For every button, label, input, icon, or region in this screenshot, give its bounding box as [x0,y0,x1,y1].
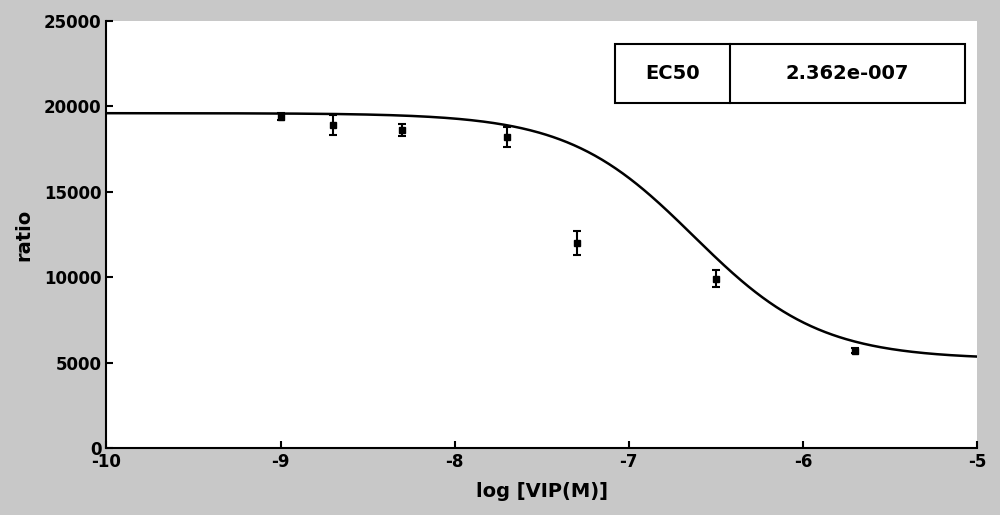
X-axis label: log [VIP(M)]: log [VIP(M)] [476,482,608,501]
Text: 2.362e-007: 2.362e-007 [786,64,909,83]
Y-axis label: ratio: ratio [14,209,33,261]
Text: EC50: EC50 [645,64,700,83]
